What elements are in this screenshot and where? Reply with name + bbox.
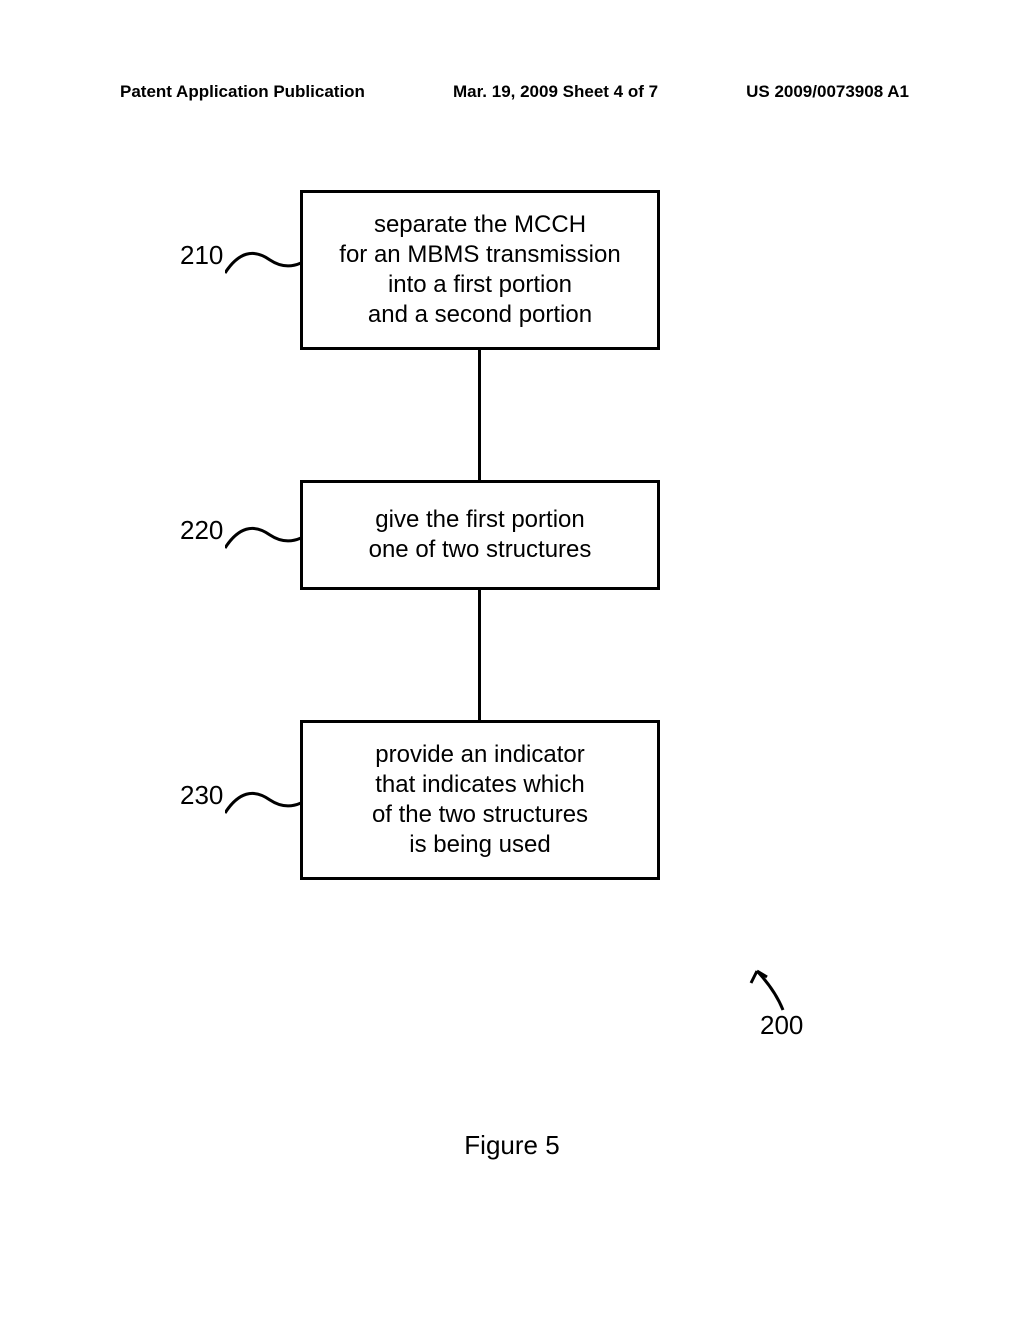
flow-node-230: provide an indicatorthat indicates which… [300, 720, 660, 880]
figure-caption: Figure 5 [0, 1130, 1024, 1161]
header-right: US 2009/0073908 A1 [746, 82, 909, 102]
header-left: Patent Application Publication [120, 82, 365, 102]
ref-label-210: 210 [180, 240, 223, 271]
flow-node-220-text: give the first portionone of two structu… [369, 505, 592, 565]
flow-node-210: separate the MCCHfor an MBMS transmissio… [300, 190, 660, 350]
page-header: Patent Application Publication Mar. 19, … [0, 82, 1024, 102]
flow-edge-2 [478, 590, 481, 720]
flow-node-230-text: provide an indicatorthat indicates which… [372, 740, 588, 860]
overall-ref-label: 200 [760, 1010, 803, 1041]
flow-edge-1 [478, 350, 481, 480]
ref-curve-230 [225, 788, 301, 818]
flow-node-210-text: separate the MCCHfor an MBMS transmissio… [339, 210, 620, 330]
flow-node-220: give the first portionone of two structu… [300, 480, 660, 590]
ref-curve-220 [225, 523, 301, 553]
ref-curve-210 [225, 248, 301, 278]
ref-label-230: 230 [180, 780, 223, 811]
header-center: Mar. 19, 2009 Sheet 4 of 7 [453, 82, 658, 102]
overall-ref-arrow [745, 965, 795, 1015]
ref-label-220: 220 [180, 515, 223, 546]
flowchart-diagram: separate the MCCHfor an MBMS transmissio… [0, 180, 1024, 1080]
